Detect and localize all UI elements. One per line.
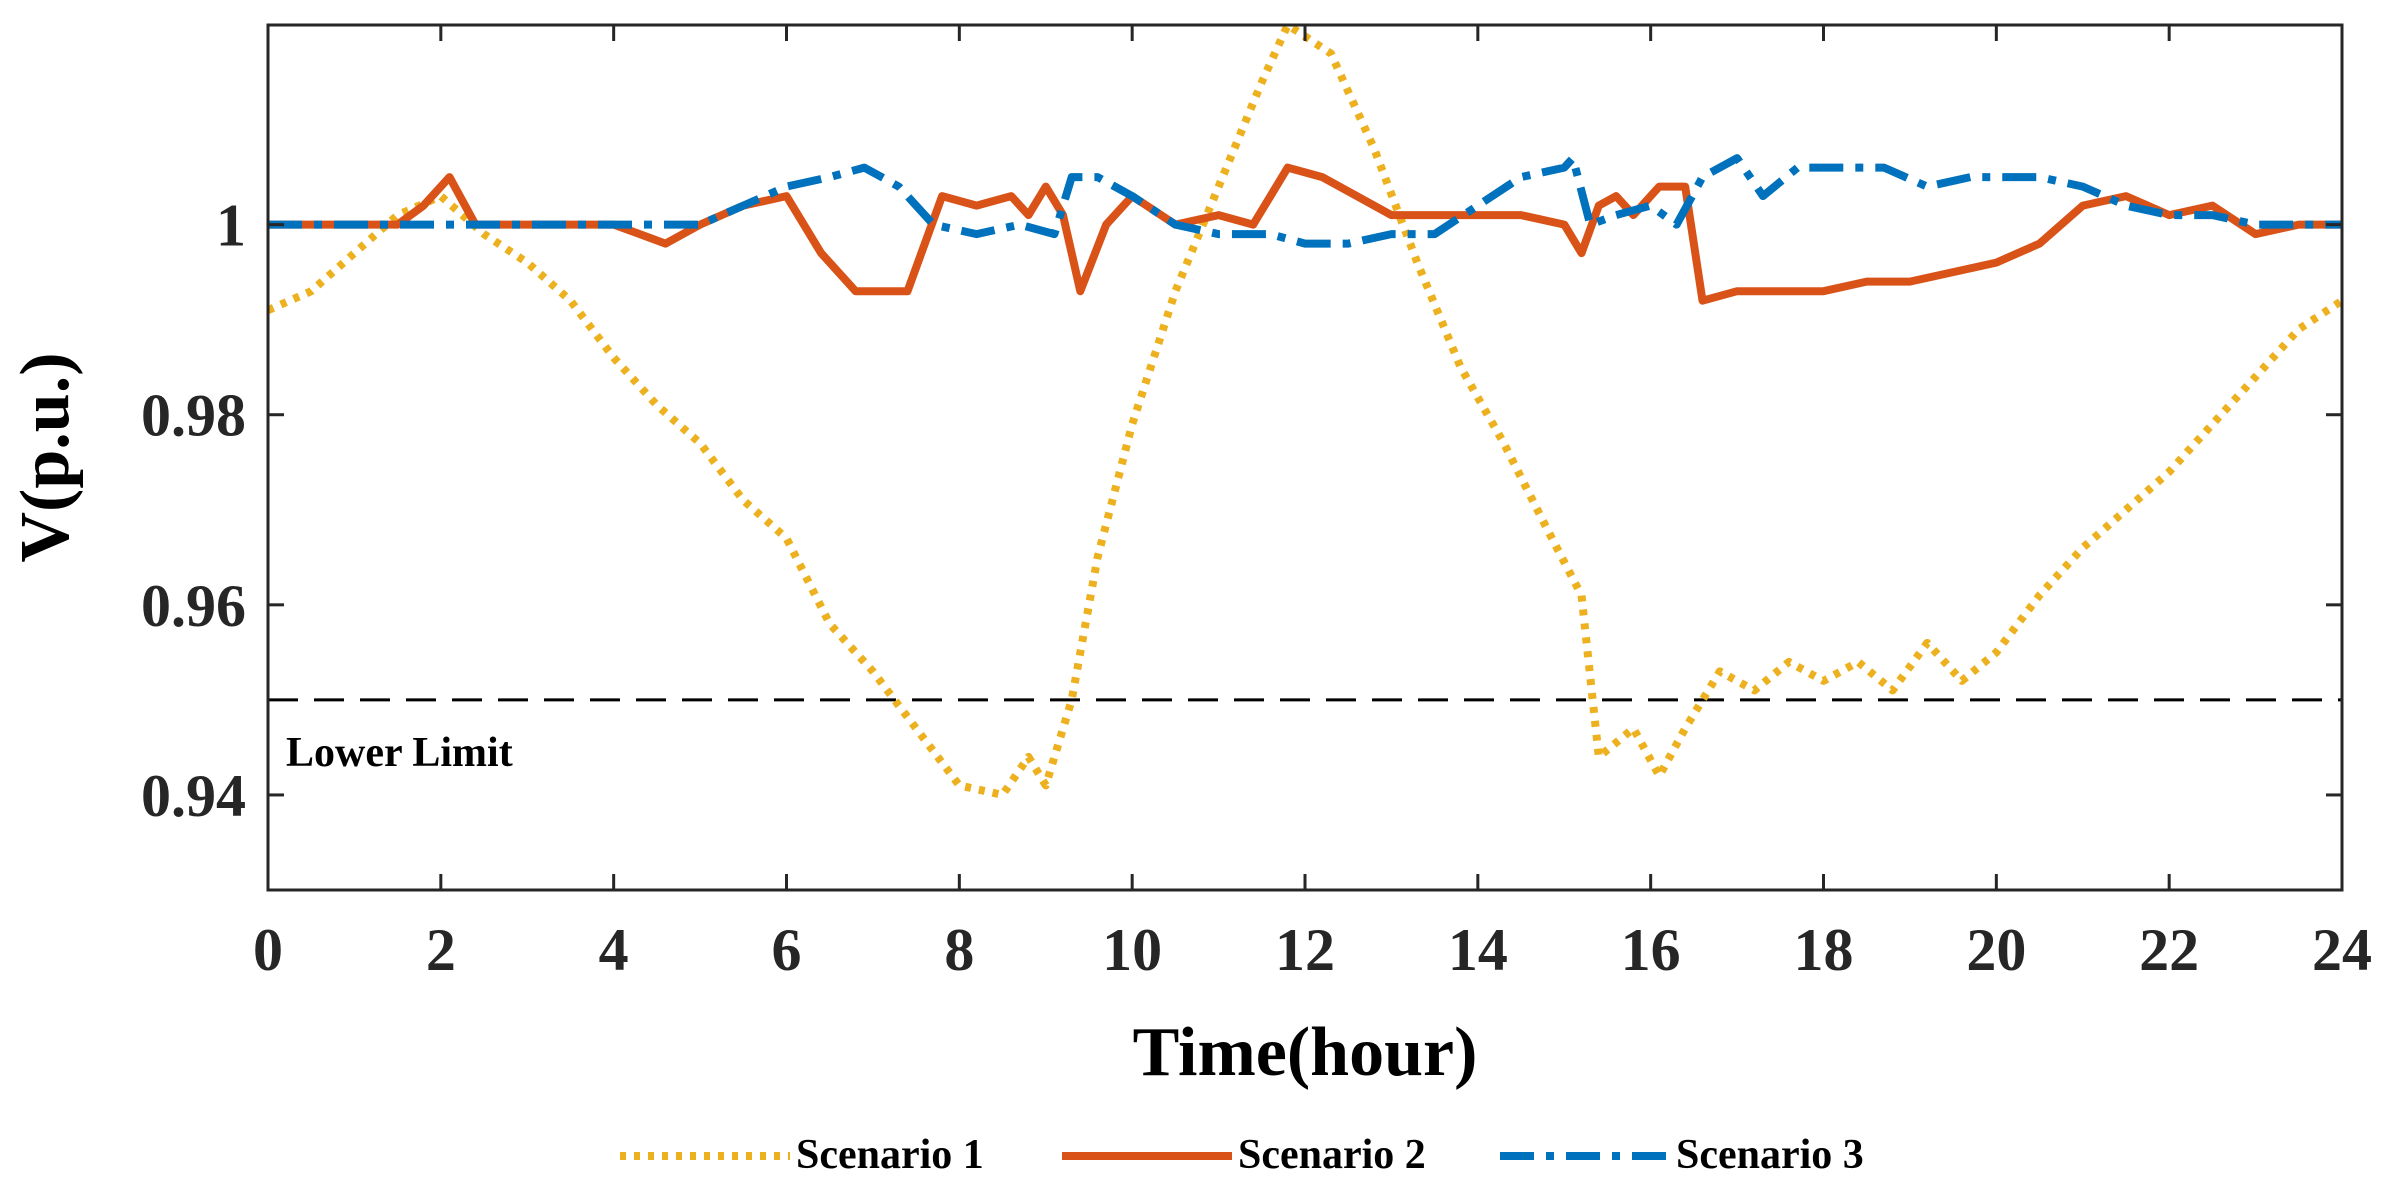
legend-label: Scenario 3 [1676, 1132, 1864, 1178]
x-tick-label: 6 [772, 917, 802, 983]
x-tick-label: 0 [253, 917, 283, 983]
x-axis-title: Time(hour) [1133, 1014, 1478, 1091]
x-tick-label: 20 [1966, 917, 2026, 983]
x-tick-label: 10 [1102, 917, 1162, 983]
series-layer [268, 25, 2342, 799]
x-tick-label: 18 [1794, 917, 1854, 983]
legend-label: Scenario 2 [1238, 1132, 1426, 1178]
x-tick-label: 22 [2139, 917, 2199, 983]
x-tick-label: 14 [1448, 917, 1508, 983]
x-tick-label: 2 [426, 917, 456, 983]
y-tick-label: 0.96 [141, 573, 246, 639]
y-tick-label: 1 [216, 193, 246, 259]
x-tick-label: 12 [1275, 917, 1335, 983]
x-tick-label: 16 [1621, 917, 1681, 983]
lower-limit-label: Lower Limit [286, 730, 513, 776]
y-axis-ticks: 0.94 0.96 0.98 1 [141, 193, 2342, 829]
series-line-scenario-3 [268, 154, 2342, 248]
legend: Scenario 1 Scenario 2 Scenario 3 [620, 1132, 1864, 1178]
legend-label: Scenario 1 [796, 1132, 984, 1178]
x-tick-label: 24 [2312, 917, 2372, 983]
y-axis-title: V(p.u.) [7, 352, 84, 562]
x-tick-label: 4 [599, 917, 629, 983]
series-line-scenario-1 [268, 25, 2342, 799]
x-axis-ticks: 0 2 4 6 8 10 12 14 16 18 20 22 24 [253, 25, 2372, 983]
y-tick-label: 0.98 [141, 383, 246, 449]
x-tick-label: 8 [944, 917, 974, 983]
series-line-scenario-2 [268, 163, 2342, 305]
plot-frame [266, 23, 2344, 892]
y-tick-label: 0.94 [141, 763, 246, 829]
